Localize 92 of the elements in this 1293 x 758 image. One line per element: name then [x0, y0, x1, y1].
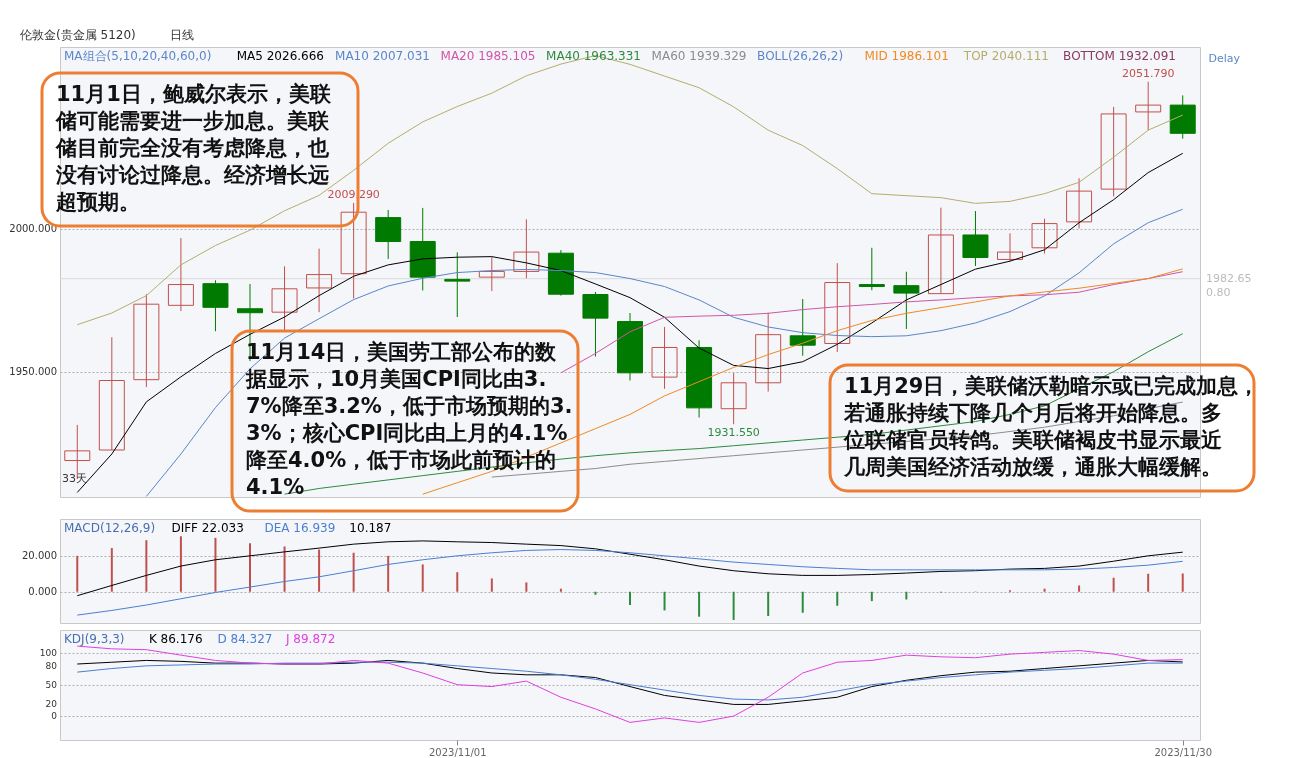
candlestick: [444, 251, 471, 318]
series-label: J 89.872: [285, 632, 336, 646]
legend-title: KDJ(9,3,3): [64, 632, 125, 646]
bar: [352, 552, 355, 592]
bar: [318, 549, 321, 592]
annotation: 2051.790: [1121, 66, 1175, 80]
text: 0.80: [1206, 285, 1231, 299]
line-series: [76, 549, 1184, 616]
candlestick: [1100, 106, 1127, 198]
y-tick-label: 2000.000: [9, 223, 57, 235]
text: MID 1986.101: [864, 49, 949, 63]
bar: [698, 591, 701, 617]
candlestick: [651, 326, 678, 390]
bar: [559, 588, 562, 592]
candlestick: [755, 312, 782, 393]
text: Delay: [1208, 52, 1241, 65]
candlestick: [478, 256, 505, 292]
bar: [905, 591, 908, 600]
bar: [1043, 588, 1046, 592]
candlestick: [133, 293, 160, 388]
text: DEA 16.939: [264, 521, 336, 535]
candlestick: [306, 248, 333, 313]
candlestick: [893, 271, 920, 330]
bar: [1078, 585, 1081, 592]
bar: [283, 546, 286, 592]
legend-title: MACD(12,26,9): [64, 521, 156, 535]
series-label: K 86.176: [148, 632, 203, 646]
text: MA20 1985.105: [440, 49, 536, 63]
line-series: [76, 540, 1184, 597]
chart-title: 伦敦金(贵金属 5120): [20, 28, 136, 42]
bar: [801, 591, 804, 613]
series-label: DIFF 22.033: [171, 521, 244, 535]
bar: [594, 591, 597, 595]
line-series: [76, 645, 1184, 723]
annotation: 10.187: [349, 521, 392, 535]
y-tick-label: 50: [45, 679, 58, 690]
bar: [249, 543, 251, 592]
annotation: BOTTOM 1932.091: [1063, 49, 1176, 63]
bar: [1181, 573, 1184, 592]
candlestick: [340, 202, 367, 299]
bar: [456, 572, 459, 592]
bar: [732, 591, 735, 620]
x-tick-label: 2023/11/30: [1154, 746, 1213, 758]
text: MA10 2007.031: [335, 49, 430, 63]
candlestick: [997, 232, 1023, 262]
y-tick-label: 0.000: [28, 585, 57, 597]
bar: [214, 537, 217, 592]
bar: [629, 591, 631, 606]
legend-title: MA组合(5,10,20,40,60,0): [64, 49, 212, 63]
bar: [110, 548, 113, 592]
candlestick: [1066, 177, 1093, 229]
bar: [525, 582, 528, 592]
y-tick-label: 1950.000: [9, 365, 57, 377]
y-tick-label: 0: [51, 711, 58, 722]
candlestick: [858, 247, 885, 291]
bar: [767, 591, 770, 616]
text: TOP 2040.111: [962, 49, 1049, 63]
annotation: 33天: [62, 472, 87, 485]
candlestick: [1031, 218, 1058, 254]
text: MA40 1963.331: [546, 49, 641, 63]
bar: [663, 591, 666, 611]
y-tick-label: 100: [39, 648, 58, 659]
y-tick-label: 20: [45, 698, 58, 709]
bar: [1147, 573, 1150, 592]
y-tick-label: 20.000: [22, 549, 57, 561]
ref-line-label: 1982.65: [1206, 271, 1252, 285]
bar: [836, 591, 839, 606]
series-label: D 84.327: [217, 632, 273, 646]
x-tick-label: 2023/11/01: [428, 746, 487, 758]
bar: [76, 555, 79, 592]
bar: [490, 578, 493, 592]
bar: [145, 540, 148, 592]
annotation: 1931.550: [707, 426, 760, 440]
bar: [421, 564, 424, 592]
bar: [870, 591, 873, 602]
bar: [179, 536, 182, 592]
line-series: [560, 271, 1184, 374]
candlestick: [824, 262, 851, 353]
y-tick-label: 80: [45, 660, 58, 671]
bar: [387, 555, 390, 592]
chart-subtitle: 日线: [170, 28, 195, 42]
candlestick: [513, 218, 540, 279]
annotation: BOLL(26,26,2): [757, 49, 844, 63]
text: MA60 1939.329: [651, 49, 747, 63]
candlestick: [1135, 81, 1162, 131]
candlestick: [271, 265, 298, 331]
candlestick: [720, 372, 747, 425]
candlestick: [98, 336, 125, 451]
candlestick: [927, 207, 954, 295]
text: MA5 2026.666: [236, 49, 324, 63]
candlestick: [167, 237, 194, 312]
bar: [1112, 577, 1115, 592]
